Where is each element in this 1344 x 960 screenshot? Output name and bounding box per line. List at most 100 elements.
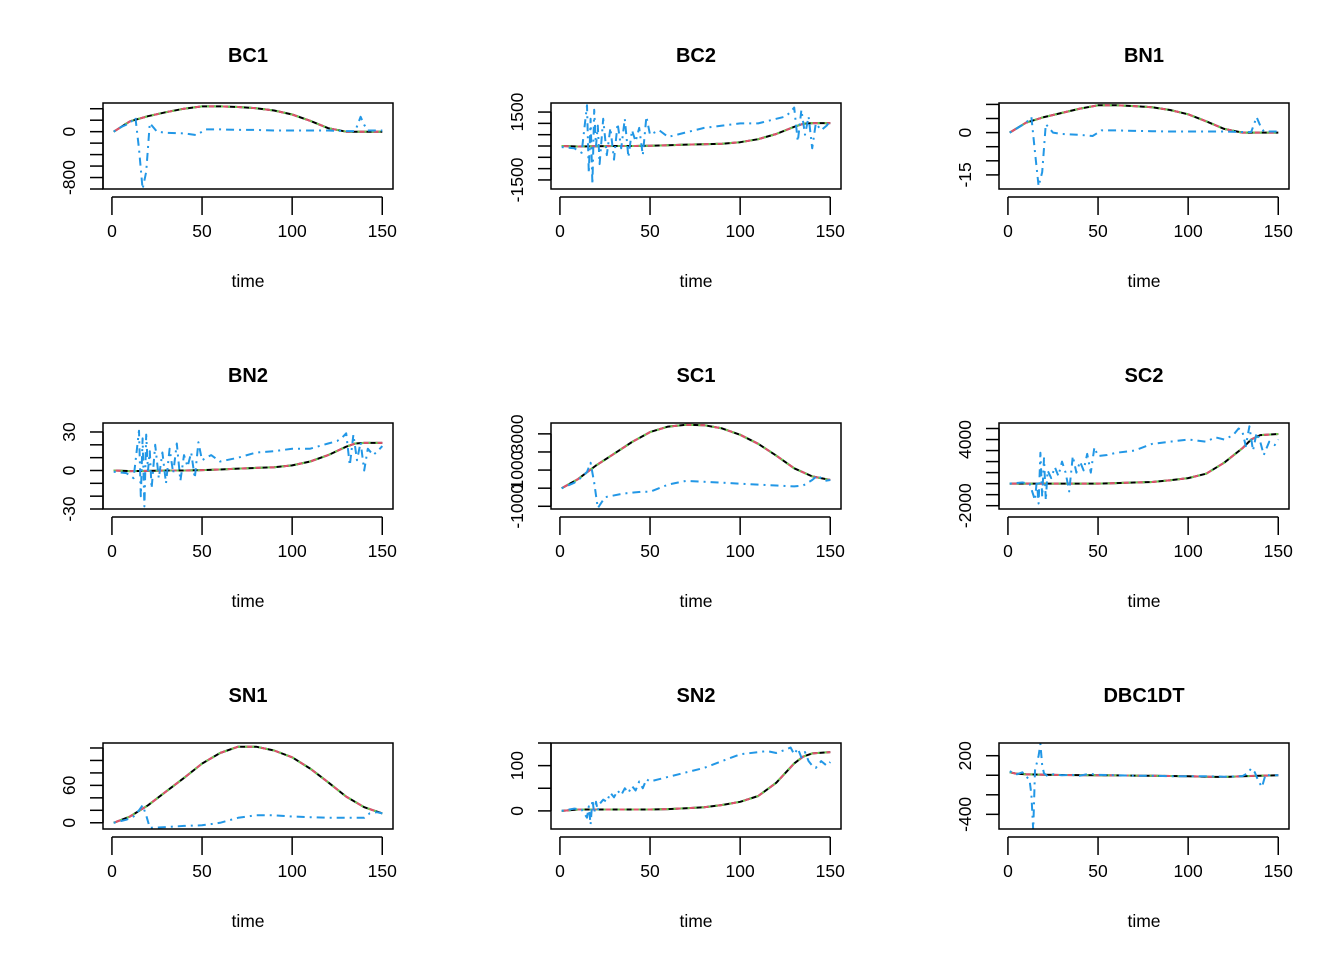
panel-bc2: BC2 0 50 100 150 time -1500 1500 bbox=[507, 45, 845, 291]
series-line-4 bbox=[561, 461, 831, 509]
x-tick-label: 0 bbox=[555, 221, 565, 241]
x-tick-label: 50 bbox=[1088, 861, 1108, 881]
series-group bbox=[1009, 425, 1280, 505]
series-group bbox=[1009, 743, 1279, 829]
y-tick-label: -800 bbox=[59, 160, 79, 195]
panel-title: BC1 bbox=[228, 45, 268, 67]
x-axis-label: time bbox=[1127, 271, 1160, 291]
x-axis-label: time bbox=[231, 271, 264, 291]
x-tick-label: 0 bbox=[555, 861, 565, 881]
x-tick-label: 100 bbox=[278, 221, 307, 241]
panel-title: SN2 bbox=[677, 685, 716, 707]
x-axis: 0 50 100 150 time bbox=[1003, 516, 1293, 611]
x-tick-label: 0 bbox=[555, 541, 565, 561]
x-tick-label: 50 bbox=[1088, 541, 1108, 561]
y-axis: -30 0 30 bbox=[59, 422, 104, 522]
y-tick-label: -1000 bbox=[507, 484, 527, 529]
x-axis: 0 50 100 150 time bbox=[107, 516, 397, 611]
y-tick-label: 1000 bbox=[507, 450, 527, 489]
y-axis: -2000 4000 bbox=[955, 420, 1000, 528]
y-tick-label: 0 bbox=[59, 465, 79, 475]
panel-title: SN1 bbox=[229, 685, 268, 707]
series-line-2 bbox=[561, 751, 831, 812]
x-tick-label: 100 bbox=[726, 541, 755, 561]
x-tick-label: 100 bbox=[1174, 541, 1203, 561]
panel-sn2: SN2 0 50 100 150 time 0 100 bbox=[507, 685, 845, 931]
panel-title: BN1 bbox=[1124, 45, 1164, 67]
x-tick-label: 150 bbox=[1264, 221, 1293, 241]
y-tick-label: 1500 bbox=[507, 92, 527, 131]
y-axis: -1500 1500 bbox=[507, 92, 552, 202]
panel-title: BC2 bbox=[676, 45, 716, 67]
x-tick-label: 150 bbox=[368, 541, 397, 561]
panels: BC1 0 50 100 150 time -800 0 BC2 0 50 100 150 time -15… bbox=[59, 45, 1293, 931]
series-group bbox=[561, 423, 831, 509]
y-tick-label: 0 bbox=[59, 127, 79, 137]
x-tick-label: 100 bbox=[726, 861, 755, 881]
x-tick-label: 0 bbox=[1003, 541, 1013, 561]
series-line-3 bbox=[1009, 771, 1279, 778]
panel-title: BN2 bbox=[228, 365, 268, 387]
panel-title: SC2 bbox=[1125, 365, 1164, 387]
y-tick-label: 3000 bbox=[507, 414, 527, 453]
y-tick-label: -1500 bbox=[507, 157, 527, 202]
series-line-4 bbox=[1009, 116, 1279, 188]
series-line-4 bbox=[1009, 425, 1280, 505]
y-tick-label: -30 bbox=[59, 496, 79, 522]
x-tick-label: 50 bbox=[640, 221, 660, 241]
y-tick-label: -2000 bbox=[955, 483, 975, 528]
series-line-4 bbox=[113, 429, 384, 508]
y-tick-label: 60 bbox=[59, 775, 79, 795]
series-group bbox=[1009, 104, 1279, 188]
x-axis: 0 50 100 150 time bbox=[555, 196, 845, 291]
y-axis: -800 0 bbox=[59, 107, 104, 195]
y-tick-label: -15 bbox=[955, 162, 975, 187]
x-axis: 0 50 100 150 time bbox=[555, 516, 845, 611]
x-tick-label: 50 bbox=[640, 541, 660, 561]
panel-bn2: BN2 0 50 100 150 time -30 0 30 bbox=[59, 365, 397, 611]
series-line-2 bbox=[1009, 104, 1279, 134]
x-tick-label: 50 bbox=[192, 541, 212, 561]
x-axis-label: time bbox=[679, 591, 712, 611]
panel-title: DBC1DT bbox=[1103, 685, 1184, 707]
series-line-4 bbox=[113, 115, 383, 189]
y-axis: -400 200 bbox=[955, 741, 1000, 832]
series-group bbox=[561, 746, 832, 826]
y-tick-label: -400 bbox=[955, 797, 975, 832]
x-tick-label: 100 bbox=[1174, 221, 1203, 241]
series-group bbox=[113, 105, 383, 189]
y-tick-label: 0 bbox=[59, 818, 79, 828]
x-tick-label: 150 bbox=[816, 221, 845, 241]
y-tick-label: 100 bbox=[507, 751, 527, 780]
series-line-4 bbox=[113, 804, 383, 829]
series-group bbox=[113, 745, 383, 829]
y-tick-label: 30 bbox=[59, 422, 79, 442]
x-axis: 0 50 100 150 time bbox=[555, 836, 845, 931]
x-tick-label: 150 bbox=[1264, 861, 1293, 881]
x-tick-label: 150 bbox=[368, 861, 397, 881]
y-axis: 0 100 bbox=[507, 742, 552, 816]
y-tick-label: 4000 bbox=[955, 420, 975, 459]
x-axis-label: time bbox=[231, 591, 264, 611]
x-axis-label: time bbox=[679, 271, 712, 291]
x-tick-label: 0 bbox=[107, 861, 117, 881]
panel-bn1: BN1 0 50 100 150 time -15 0 bbox=[955, 45, 1293, 291]
x-axis: 0 50 100 150 time bbox=[1003, 836, 1293, 931]
y-tick-label: 200 bbox=[955, 741, 975, 770]
x-tick-label: 100 bbox=[726, 221, 755, 241]
x-tick-label: 150 bbox=[368, 221, 397, 241]
panel-sc2: SC2 0 50 100 150 time -2000 4000 bbox=[955, 365, 1293, 611]
series-line-1 bbox=[561, 423, 831, 490]
series-group bbox=[113, 429, 384, 508]
x-axis: 0 50 100 150 time bbox=[107, 196, 397, 291]
x-tick-label: 0 bbox=[107, 541, 117, 561]
panel-dbc1dt: DBC1DT 0 50 100 150 time -400 200 bbox=[955, 685, 1293, 931]
series-line-3 bbox=[113, 105, 383, 133]
y-tick-label: 0 bbox=[955, 127, 975, 137]
x-axis-label: time bbox=[1127, 591, 1160, 611]
x-axis: 0 50 100 150 time bbox=[1003, 196, 1293, 291]
x-axis: 0 50 100 150 time bbox=[107, 836, 397, 931]
x-tick-label: 100 bbox=[278, 861, 307, 881]
